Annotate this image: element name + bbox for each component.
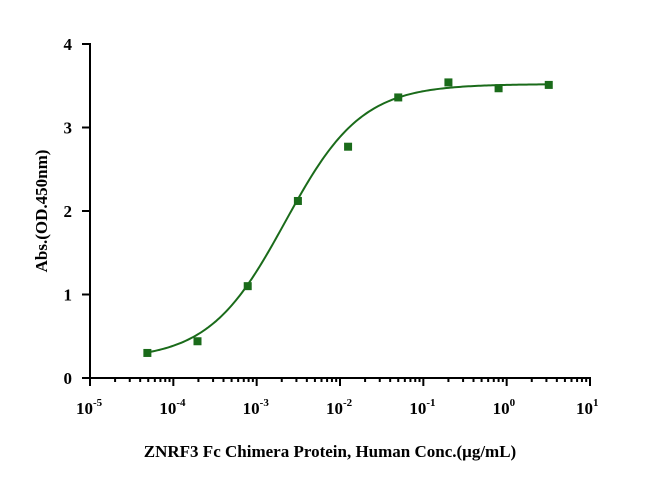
data-point (193, 337, 202, 346)
fit-curve (147, 83, 549, 354)
y-tick-label: 2 (64, 202, 73, 221)
data-point (293, 196, 302, 205)
y-ticks: 0 1 2 3 4 (64, 35, 90, 388)
y-tick-label: 3 (64, 119, 73, 138)
x-tick-label: 10-4 (159, 397, 186, 418)
axes (89, 43, 591, 379)
y-tick-label: 0 (64, 369, 73, 388)
x-tick-label: 10-2 (326, 397, 353, 418)
data-points (143, 78, 553, 357)
data-point (544, 80, 553, 89)
x-tick-label: 100 (493, 397, 516, 418)
data-point (243, 282, 252, 291)
data-point (394, 93, 403, 102)
data-point (444, 78, 453, 87)
x-tick-label: 101 (576, 397, 599, 418)
data-point (494, 84, 503, 93)
data-point (344, 142, 353, 151)
y-axis-title: Abs.(OD.450nm) (32, 150, 51, 273)
x-tick-label: 10-1 (409, 397, 435, 418)
x-tick-label: 10-3 (243, 397, 270, 418)
x-axis-title: ZNRF3 Fc Chimera Protein, Human Conc.(μg… (144, 442, 516, 461)
y-tick-label: 4 (64, 35, 73, 54)
x-ticks: 10-5 10-4 10-3 10-2 10-1 100 101 (76, 378, 599, 418)
data-point (143, 348, 152, 357)
x-tick-label: 10-5 (76, 397, 103, 418)
y-tick-label: 1 (64, 286, 73, 305)
